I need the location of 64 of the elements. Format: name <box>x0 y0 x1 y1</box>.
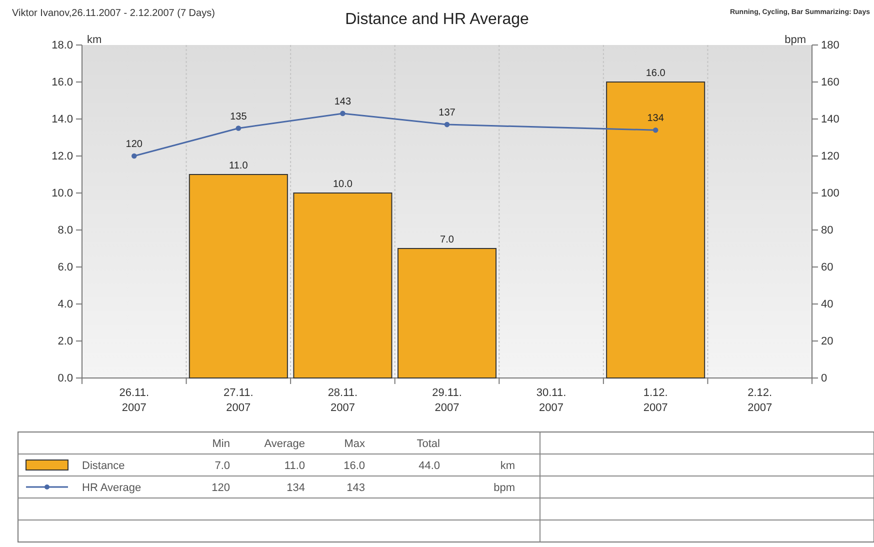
x-tick-label: 2.12. 2007 <box>748 387 772 414</box>
legend-label: Distance <box>82 460 125 472</box>
bar <box>188 174 288 378</box>
y-tick-label: 6.0 <box>58 262 73 274</box>
point <box>236 126 242 131</box>
data-label: 10.0 <box>332 179 353 190</box>
x-tick-label: 1.12. 2007 <box>643 387 668 414</box>
text: km <box>500 460 515 472</box>
y-tick-label: 14.0 <box>52 114 73 126</box>
y2-tick-label: 140 <box>821 114 840 126</box>
y2-tick-label: 100 <box>821 188 840 200</box>
y-tick-label: 18.0 <box>52 40 73 52</box>
data-label: 7.0 <box>440 234 454 246</box>
x-tick-label: 30.11. 2007 <box>536 387 566 414</box>
data-label: 16.0 <box>646 68 666 79</box>
data-label: 134 <box>647 113 664 124</box>
data-label: 135 <box>230 111 248 122</box>
y2-tick-label: 120 <box>821 150 840 163</box>
chart-subtitle: Viktor Ivanov,26.11.2007 - 2.12.2007 (7 Days) <box>12 8 215 19</box>
y-tick-label: 16.0 <box>52 76 73 89</box>
y2-tick-label: 180 <box>821 40 840 52</box>
y-tick-label: 0.0 <box>58 372 73 385</box>
text: 120 <box>212 482 230 494</box>
text: 44.0 <box>418 460 440 472</box>
legend-label: HR Average <box>82 482 142 494</box>
x-tick-label: 26.11. 2007 <box>119 387 150 414</box>
y-tick-label: 12.0 <box>52 150 73 163</box>
y-tick-label: 8.0 <box>58 224 73 237</box>
bar <box>397 248 497 378</box>
text: 16.0 <box>344 460 365 472</box>
x-tick-label: 28.11. 2007 <box>328 387 358 414</box>
chart-title: Distance and HR Average <box>345 11 530 28</box>
text: 143 <box>346 482 365 494</box>
text: Min <box>212 438 230 450</box>
text: Max <box>344 438 366 450</box>
point <box>652 127 658 133</box>
text: Average <box>264 438 305 450</box>
y2-tick-label: 40 <box>821 298 834 311</box>
point <box>444 122 450 128</box>
data-label: 137 <box>438 108 456 119</box>
data-label: 120 <box>126 139 143 150</box>
data-label: 143 <box>334 96 352 108</box>
text: 134 <box>286 482 305 494</box>
y-tick-label: 10.0 <box>52 188 73 200</box>
data-label: 11.0 <box>229 160 248 172</box>
point <box>131 153 137 159</box>
y2-axis-title: bpm <box>784 34 806 46</box>
y2-tick-label: 80 <box>821 224 834 237</box>
text: 7.0 <box>214 460 230 472</box>
y-tick-label: 2.0 <box>58 336 73 348</box>
bar <box>293 192 392 378</box>
text: bpm <box>494 482 515 494</box>
text: Total <box>416 438 440 450</box>
y-axis-title: km <box>87 34 102 46</box>
y2-tick-label: 0 <box>821 372 828 385</box>
y2-tick-label: 160 <box>821 76 840 89</box>
y2-tick-label: 20 <box>821 336 834 348</box>
x-tick-label: 27.11. 2007 <box>224 387 254 414</box>
x-tick-label: 29.11. 2007 <box>432 387 462 414</box>
bar <box>606 82 706 378</box>
y2-tick-label: 60 <box>821 262 834 274</box>
y-tick-label: 4.0 <box>58 298 73 311</box>
point <box>340 110 346 116</box>
text: 11.0 <box>284 460 305 472</box>
